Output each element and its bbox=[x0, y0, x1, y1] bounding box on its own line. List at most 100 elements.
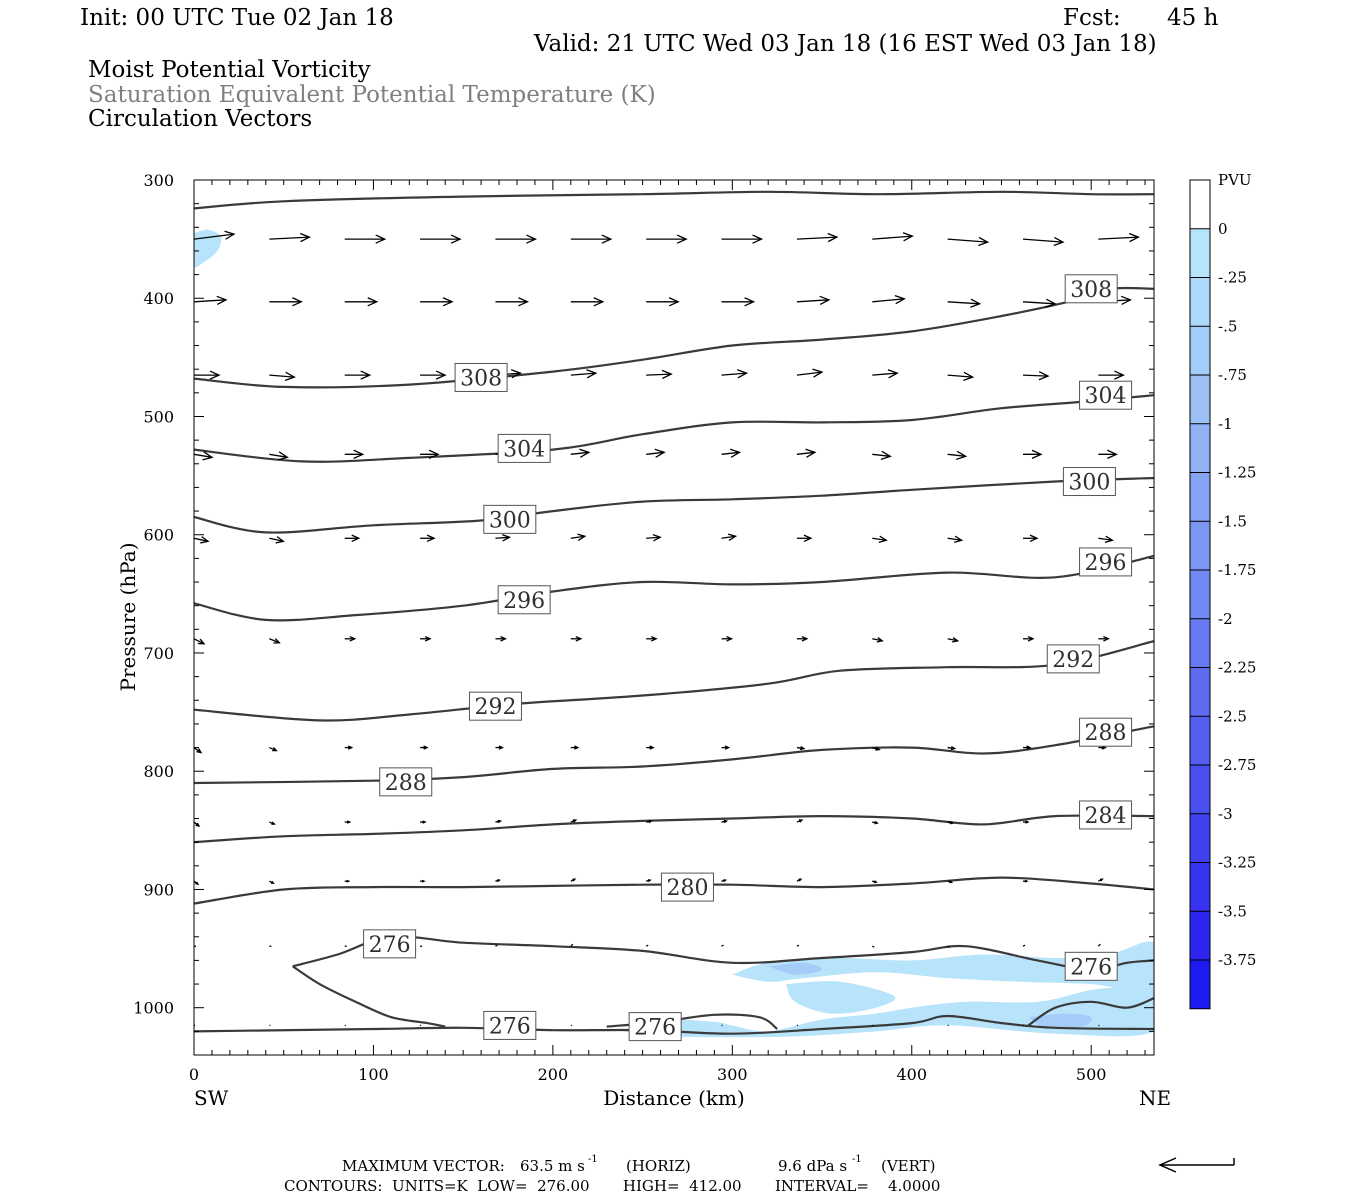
circulation-vector bbox=[194, 821, 201, 828]
circulation-vector bbox=[796, 819, 804, 823]
contour-label-text: 284 bbox=[1085, 804, 1127, 829]
contour-label: 292 bbox=[1046, 644, 1100, 674]
circulation-vector bbox=[947, 298, 982, 308]
circulation-vector bbox=[344, 879, 351, 883]
plot-frame bbox=[193, 179, 1155, 1056]
circulation-vector bbox=[269, 536, 285, 544]
colorbar-swatch bbox=[1190, 765, 1210, 814]
circulation-vector bbox=[947, 820, 955, 825]
circulation-vector bbox=[872, 232, 914, 242]
contour-label-text: 308 bbox=[460, 366, 502, 391]
circulation-vector bbox=[269, 746, 278, 752]
pv-region bbox=[194, 229, 222, 268]
contour-label-box bbox=[1064, 274, 1118, 304]
contour-label: 296 bbox=[1079, 547, 1133, 577]
circulation-vector bbox=[269, 371, 296, 382]
circulation-vector bbox=[947, 637, 960, 643]
contour-312 bbox=[194, 190, 1154, 210]
y-tick-label: 600 bbox=[143, 526, 174, 545]
contour-276 bbox=[292, 965, 446, 1028]
contour-308 bbox=[194, 286, 1154, 389]
pv-region bbox=[1028, 1013, 1093, 1029]
contour-label: 288 bbox=[379, 767, 433, 797]
circulation-vector bbox=[1098, 635, 1110, 642]
max-vector-horiz-tag: (HORIZ) bbox=[626, 1157, 691, 1175]
contour-label-box bbox=[1079, 717, 1133, 747]
circulation-vector bbox=[570, 943, 574, 947]
contour-296 bbox=[194, 554, 1154, 622]
circulation-vector bbox=[1022, 371, 1050, 381]
circulation-vector bbox=[194, 451, 214, 461]
circulation-vector bbox=[947, 450, 968, 460]
colorbar-label: -3 bbox=[1218, 805, 1233, 823]
colorbar-label: -.5 bbox=[1218, 317, 1237, 335]
circulation-vector bbox=[194, 230, 236, 240]
contour-label-text: 276 bbox=[634, 1016, 676, 1041]
circulation-vector bbox=[1022, 236, 1065, 247]
contour-label-text: 292 bbox=[1052, 648, 1094, 673]
colorbar-frame bbox=[1189, 179, 1211, 1010]
circulation-vector bbox=[872, 746, 881, 751]
circulation-vector bbox=[420, 879, 426, 883]
circulation-vector bbox=[420, 370, 447, 380]
contour-284 bbox=[194, 814, 1154, 844]
circulation-vector bbox=[495, 944, 498, 947]
circulation-vector bbox=[872, 369, 899, 379]
circulation-vector bbox=[646, 297, 680, 307]
circulation-vector bbox=[344, 297, 379, 307]
field-title-vectors: Circulation Vectors bbox=[88, 106, 312, 132]
circulation-vector bbox=[796, 635, 809, 642]
contour-label: 296 bbox=[497, 585, 551, 615]
contour-label: 276 bbox=[483, 1010, 537, 1040]
colorbar-swatch bbox=[1190, 960, 1210, 1009]
contour-label-box bbox=[483, 504, 537, 534]
y-tick-label: 1000 bbox=[133, 999, 174, 1018]
colorbar-swatch bbox=[1190, 813, 1210, 863]
x-tick-label: 500 bbox=[1076, 1065, 1107, 1084]
circulation-vector bbox=[947, 945, 950, 948]
contour-label: 280 bbox=[660, 872, 714, 902]
circulation-vector bbox=[570, 819, 578, 823]
contour-label-text: 300 bbox=[1068, 471, 1110, 496]
contour-label-text: 304 bbox=[1085, 384, 1127, 409]
circulation-vector bbox=[947, 880, 954, 884]
colorbar-swatch bbox=[1190, 618, 1210, 668]
valid-time: Valid: 21 UTC Wed 03 Jan 18 (16 EST Wed … bbox=[533, 31, 1157, 57]
colorbar-label: -.25 bbox=[1218, 269, 1247, 287]
y-tick-label: 300 bbox=[143, 171, 174, 190]
colorbar-label: -2.75 bbox=[1218, 756, 1256, 774]
circulation-vector bbox=[721, 234, 764, 244]
contour-label: 292 bbox=[468, 691, 522, 721]
circulation-vector bbox=[344, 449, 365, 459]
circulation-vector bbox=[495, 297, 530, 307]
colorbar-label: -2.5 bbox=[1218, 707, 1247, 725]
contour-labels: 308 308 304 304 300 300 296 296 292 292 288 288 284 2… bbox=[363, 274, 1133, 1042]
max-vector-horiz: 63.5 m s bbox=[520, 1157, 585, 1175]
pv-shading bbox=[194, 229, 1154, 1038]
circulation-vector bbox=[420, 297, 454, 307]
circulation-vector bbox=[721, 448, 742, 458]
contour-label-text: 296 bbox=[1085, 551, 1127, 576]
contour-label-box bbox=[660, 872, 714, 902]
colorbar-swatch bbox=[1190, 277, 1210, 327]
contour-label-box bbox=[454, 362, 508, 392]
circulation-vector bbox=[495, 745, 505, 750]
circulation-vector bbox=[1023, 449, 1043, 459]
x-tick-label: 100 bbox=[358, 1065, 389, 1084]
circulation-vector bbox=[194, 536, 210, 544]
field-title-mpv: Moist Potential Vorticity bbox=[88, 57, 371, 83]
circulation-vector bbox=[1023, 879, 1029, 883]
y-tick-label: 400 bbox=[143, 289, 174, 308]
circulation-vector bbox=[269, 638, 281, 644]
colorbar-swatch bbox=[1190, 228, 1210, 278]
colorbar-label: -3.75 bbox=[1218, 951, 1256, 969]
circulation-vector bbox=[495, 879, 501, 883]
contour-label-box bbox=[1079, 547, 1133, 577]
contour-276 bbox=[1027, 997, 1154, 1027]
contour-label-box bbox=[497, 433, 551, 463]
circulation-vector bbox=[796, 448, 817, 458]
colorbar-label: -1.75 bbox=[1218, 561, 1256, 579]
max-vector-vert: 9.6 dPa s bbox=[778, 1157, 847, 1175]
colorbar-label: -1 bbox=[1218, 415, 1233, 433]
colorbar-swatch bbox=[1190, 326, 1210, 375]
